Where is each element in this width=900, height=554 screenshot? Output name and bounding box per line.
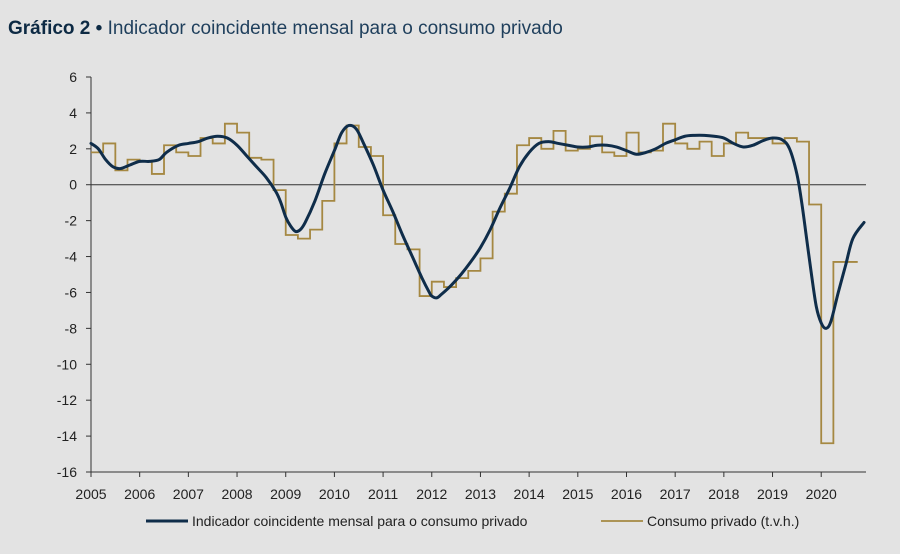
y-tick-label: -10 xyxy=(57,356,77,372)
x-tick-label: 2007 xyxy=(173,486,204,502)
x-tick-label: 2011 xyxy=(368,486,398,502)
y-tick-label: 4 xyxy=(69,105,77,121)
x-tick-label: 2019 xyxy=(757,486,788,502)
y-tick-label: 0 xyxy=(69,177,77,193)
x-tick-label: 2013 xyxy=(465,486,496,502)
x-tick-label: 2020 xyxy=(806,486,837,502)
chart-title-label: Gráfico 2 xyxy=(8,18,91,39)
y-tick-label: -14 xyxy=(57,428,77,444)
x-tick-label: 2005 xyxy=(75,486,106,502)
y-tick-label: -16 xyxy=(57,464,77,480)
x-axis: 2005 2006 2007 2008 2009 2010 2011 2012 2013 2014… xyxy=(75,471,866,502)
legend: Indicador coincidente mensal para o cons… xyxy=(146,513,799,529)
series-layer xyxy=(89,122,866,445)
chart-title: Gráfico 2 • Indicador coincidente mensal… xyxy=(8,18,563,40)
x-tick-label: 2015 xyxy=(562,486,593,502)
y-tick-label: -6 xyxy=(65,284,78,300)
chart-title-separator: • xyxy=(95,18,103,39)
legend-label-indicador: Indicador coincidente mensal para o cons… xyxy=(192,513,528,529)
y-tick-label: 2 xyxy=(69,141,77,157)
x-tick-label: 2012 xyxy=(416,486,447,502)
x-tick-label: 2010 xyxy=(319,486,350,502)
y-tick-label: -4 xyxy=(65,249,78,265)
series-indicador-coincidente xyxy=(89,123,866,330)
x-tick-label: 2018 xyxy=(708,486,739,502)
x-tick-label: 2016 xyxy=(611,486,642,502)
x-tick-label: 2008 xyxy=(221,486,252,502)
x-tick-label: 2017 xyxy=(660,486,691,502)
legend-label-consumo: Consumo privado (t.v.h.) xyxy=(647,513,799,529)
y-tick-label: -2 xyxy=(65,213,78,229)
x-tick-label: 2009 xyxy=(270,486,301,502)
series-consumo-privado xyxy=(91,122,858,445)
y-axis: 6 4 2 0 -2 -4 -6 -8 -10 -12 -14 -16 xyxy=(57,69,92,480)
y-tick-label: -12 xyxy=(57,392,77,408)
y-tick-label: 6 xyxy=(69,69,77,85)
x-tick-label: 2014 xyxy=(514,486,545,502)
x-tick-label: 2006 xyxy=(124,486,155,502)
y-tick-label: -8 xyxy=(65,320,78,336)
chart-title-text: Indicador coincidente mensal para o cons… xyxy=(107,18,563,39)
